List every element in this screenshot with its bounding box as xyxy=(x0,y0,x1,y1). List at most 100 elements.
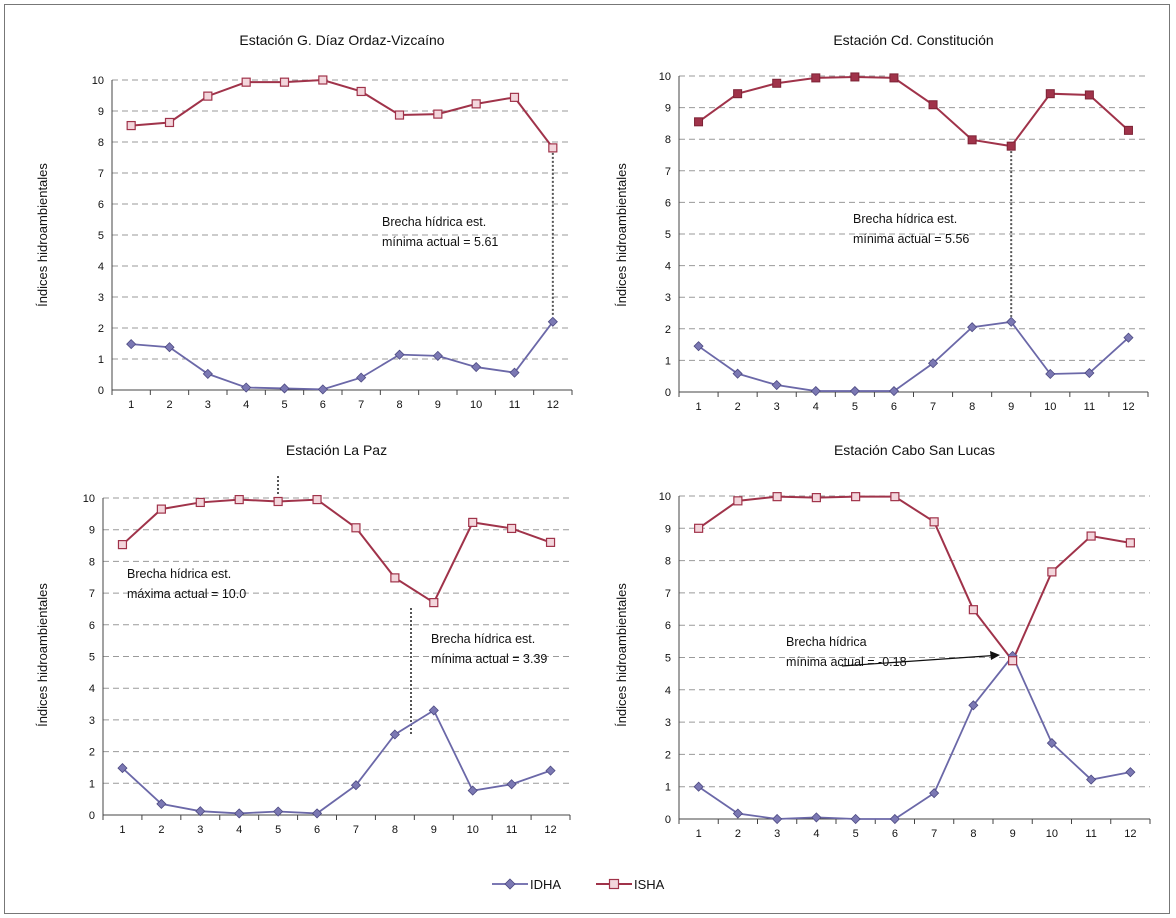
annotation-line: mínima actual = -0.18 xyxy=(786,655,907,669)
x-tick-label: 6 xyxy=(320,399,326,411)
series-line-idha xyxy=(698,320,1130,392)
series-line-isha xyxy=(121,498,551,605)
y-tick-label: 3 xyxy=(665,717,671,729)
data-point-isha xyxy=(1084,90,1094,100)
data-point-idha xyxy=(1086,774,1097,785)
data-point-idha xyxy=(279,383,290,394)
data-point-isha xyxy=(356,86,366,97)
annotation-text: Brecha hídrica est. mínima actual = 5.56 xyxy=(853,212,969,246)
x-tick-label: 10 xyxy=(1044,401,1056,413)
data-point-idha xyxy=(234,808,245,819)
x-tick-label: 11 xyxy=(506,824,517,836)
x-tick-label: 4 xyxy=(236,824,242,836)
chart-panel-1: Estación G. Díaz Ordaz-Vizcaíno Índices h… xyxy=(35,32,573,411)
data-point-idha xyxy=(772,813,783,825)
x-tick-label: 9 xyxy=(431,824,437,836)
y-tick-label: 6 xyxy=(98,199,104,211)
x-tick-label: 8 xyxy=(969,401,975,413)
data-point-isha xyxy=(1125,538,1135,548)
annotation-line: mínima actual = 3.39 xyxy=(431,652,547,666)
data-point-idha xyxy=(850,813,861,825)
data-point-isha xyxy=(468,517,478,528)
chart-title: Estación La Paz xyxy=(286,442,387,458)
data-point-isha xyxy=(390,573,400,583)
x-tick-label: 8 xyxy=(970,828,976,840)
data-point-idha xyxy=(732,368,743,379)
data-point-isha xyxy=(545,537,556,547)
data-point-idha xyxy=(467,785,478,796)
data-point-isha xyxy=(889,73,899,83)
x-tick-label: 5 xyxy=(853,828,859,840)
data-point-isha xyxy=(733,89,743,99)
data-point-isha xyxy=(279,77,290,87)
annotation-text: Brecha hídrica est. máxima actual = 10.0 xyxy=(127,567,246,601)
data-point-isha xyxy=(850,72,860,82)
x-tick-label: 12 xyxy=(1124,828,1136,840)
data-point-idha xyxy=(509,367,520,378)
annotation-line: Brecha hídrica est. xyxy=(853,212,957,226)
chart-panel-2: Estación Cd. Constitución Índices hidroam… xyxy=(614,32,1149,413)
y-axis-label: Índices hidroambientales xyxy=(35,163,50,307)
data-point-idha xyxy=(1046,738,1057,749)
legend-marker-idha xyxy=(504,878,516,890)
data-point-idha xyxy=(811,812,822,823)
data-point-idha xyxy=(471,361,482,373)
y-tick-label: 8 xyxy=(665,556,671,568)
data-point-idha xyxy=(394,349,405,360)
series-line-isha xyxy=(131,78,554,149)
data-point-isha xyxy=(318,75,328,85)
annotation-line: Brecha hídrica xyxy=(786,635,867,649)
data-point-idha xyxy=(1125,767,1136,778)
y-tick-label: 4 xyxy=(665,261,671,273)
y-tick-label: 8 xyxy=(665,134,671,146)
x-tick-label: 4 xyxy=(813,828,819,840)
x-tick-label: 2 xyxy=(166,399,172,411)
x-tick-label: 7 xyxy=(930,401,936,413)
data-point-isha xyxy=(733,496,743,506)
x-tick-label: 5 xyxy=(852,401,858,413)
data-point-isha xyxy=(156,504,166,514)
x-tick-label: 7 xyxy=(931,828,937,840)
y-tick-label: 1 xyxy=(89,778,95,790)
x-tick-label: 11 xyxy=(1085,828,1096,840)
y-tick-label: 5 xyxy=(665,653,671,665)
x-tick-label: 10 xyxy=(1046,828,1058,840)
data-point-isha xyxy=(967,135,977,145)
x-tick-label: 6 xyxy=(314,824,320,836)
x-tick-label: 3 xyxy=(774,828,780,840)
x-tick-label: 10 xyxy=(467,824,479,836)
annotation-line: máxima actual = 10.0 xyxy=(127,587,246,601)
data-point-idha xyxy=(545,765,556,776)
y-tick-label: 0 xyxy=(665,814,671,826)
x-tick-label: 7 xyxy=(353,824,359,836)
data-point-idha xyxy=(810,385,821,397)
series-line-isha xyxy=(698,495,1131,663)
y-tick-label: 2 xyxy=(89,747,95,759)
data-point-isha xyxy=(433,109,443,119)
data-point-idha xyxy=(927,358,939,369)
x-tick-label: 2 xyxy=(158,824,164,836)
series-line-idha xyxy=(698,654,1131,820)
data-point-isha xyxy=(1045,89,1055,99)
data-point-isha xyxy=(1086,531,1096,541)
x-tick-label: 11 xyxy=(1084,401,1095,413)
data-point-idha xyxy=(1045,368,1056,380)
legend-marker-isha xyxy=(608,878,620,890)
y-tick-label: 2 xyxy=(665,324,671,336)
y-tick-label: 5 xyxy=(98,230,104,242)
data-point-idha xyxy=(693,341,704,352)
data-point-idha xyxy=(968,700,979,711)
annotation-text: Brecha hídrica est. mínima actual = 5.61 xyxy=(382,215,498,249)
legend: IDHA ISHA xyxy=(492,877,665,892)
data-point-idha xyxy=(888,385,900,397)
data-point-idha xyxy=(1084,367,1095,379)
annotation-line: Brecha hídrica est. xyxy=(382,215,486,229)
x-tick-label: 7 xyxy=(358,399,364,411)
y-tick-label: 1 xyxy=(665,782,671,794)
data-point-isha xyxy=(548,143,558,153)
data-point-idha xyxy=(771,379,782,391)
x-tick-label: 3 xyxy=(197,824,203,836)
data-point-isha xyxy=(164,117,175,128)
annotation-line: mínima actual = 5.61 xyxy=(382,235,498,249)
annotation-line: Brecha hídrica est. xyxy=(127,567,231,581)
